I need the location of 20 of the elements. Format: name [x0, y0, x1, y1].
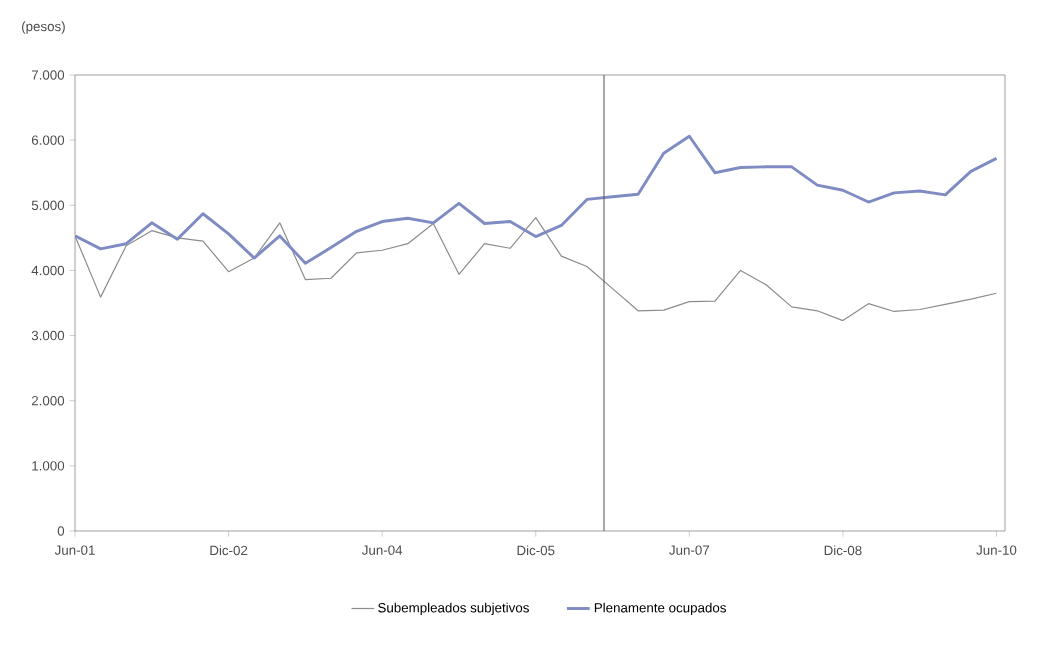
- y-tick-label: 0: [57, 526, 65, 536]
- y-tick-label: 5.000: [31, 200, 65, 210]
- legend-label: Plenamente ocupados: [594, 602, 726, 616]
- y-tick-label: 2.000: [31, 395, 65, 406]
- x-tick-label: Jun-04: [361, 545, 403, 555]
- line-series: [75, 217, 998, 322]
- legend-label: Subempleados subjetivos: [378, 602, 529, 616]
- x-tick-label: Dic-08: [824, 545, 862, 556]
- y-tick-label: 1.000: [32, 461, 65, 471]
- y-tick-label: 6.000: [31, 135, 65, 145]
- y-axis-title: (pesos): [22, 21, 65, 34]
- x-tick-label: Dic-05: [517, 545, 555, 556]
- y-tick-label: 4.000: [31, 265, 65, 276]
- x-tick-label: Jun-10: [976, 545, 1017, 555]
- y-tick-label: 3.000: [31, 330, 65, 341]
- y-tick-label: 7.000: [31, 70, 65, 80]
- x-tick-label: Jun-07: [669, 545, 710, 555]
- x-tick-label: Dic-02: [210, 545, 248, 556]
- line-series: [75, 134, 998, 265]
- x-tick-label: Jun-01: [54, 545, 95, 555]
